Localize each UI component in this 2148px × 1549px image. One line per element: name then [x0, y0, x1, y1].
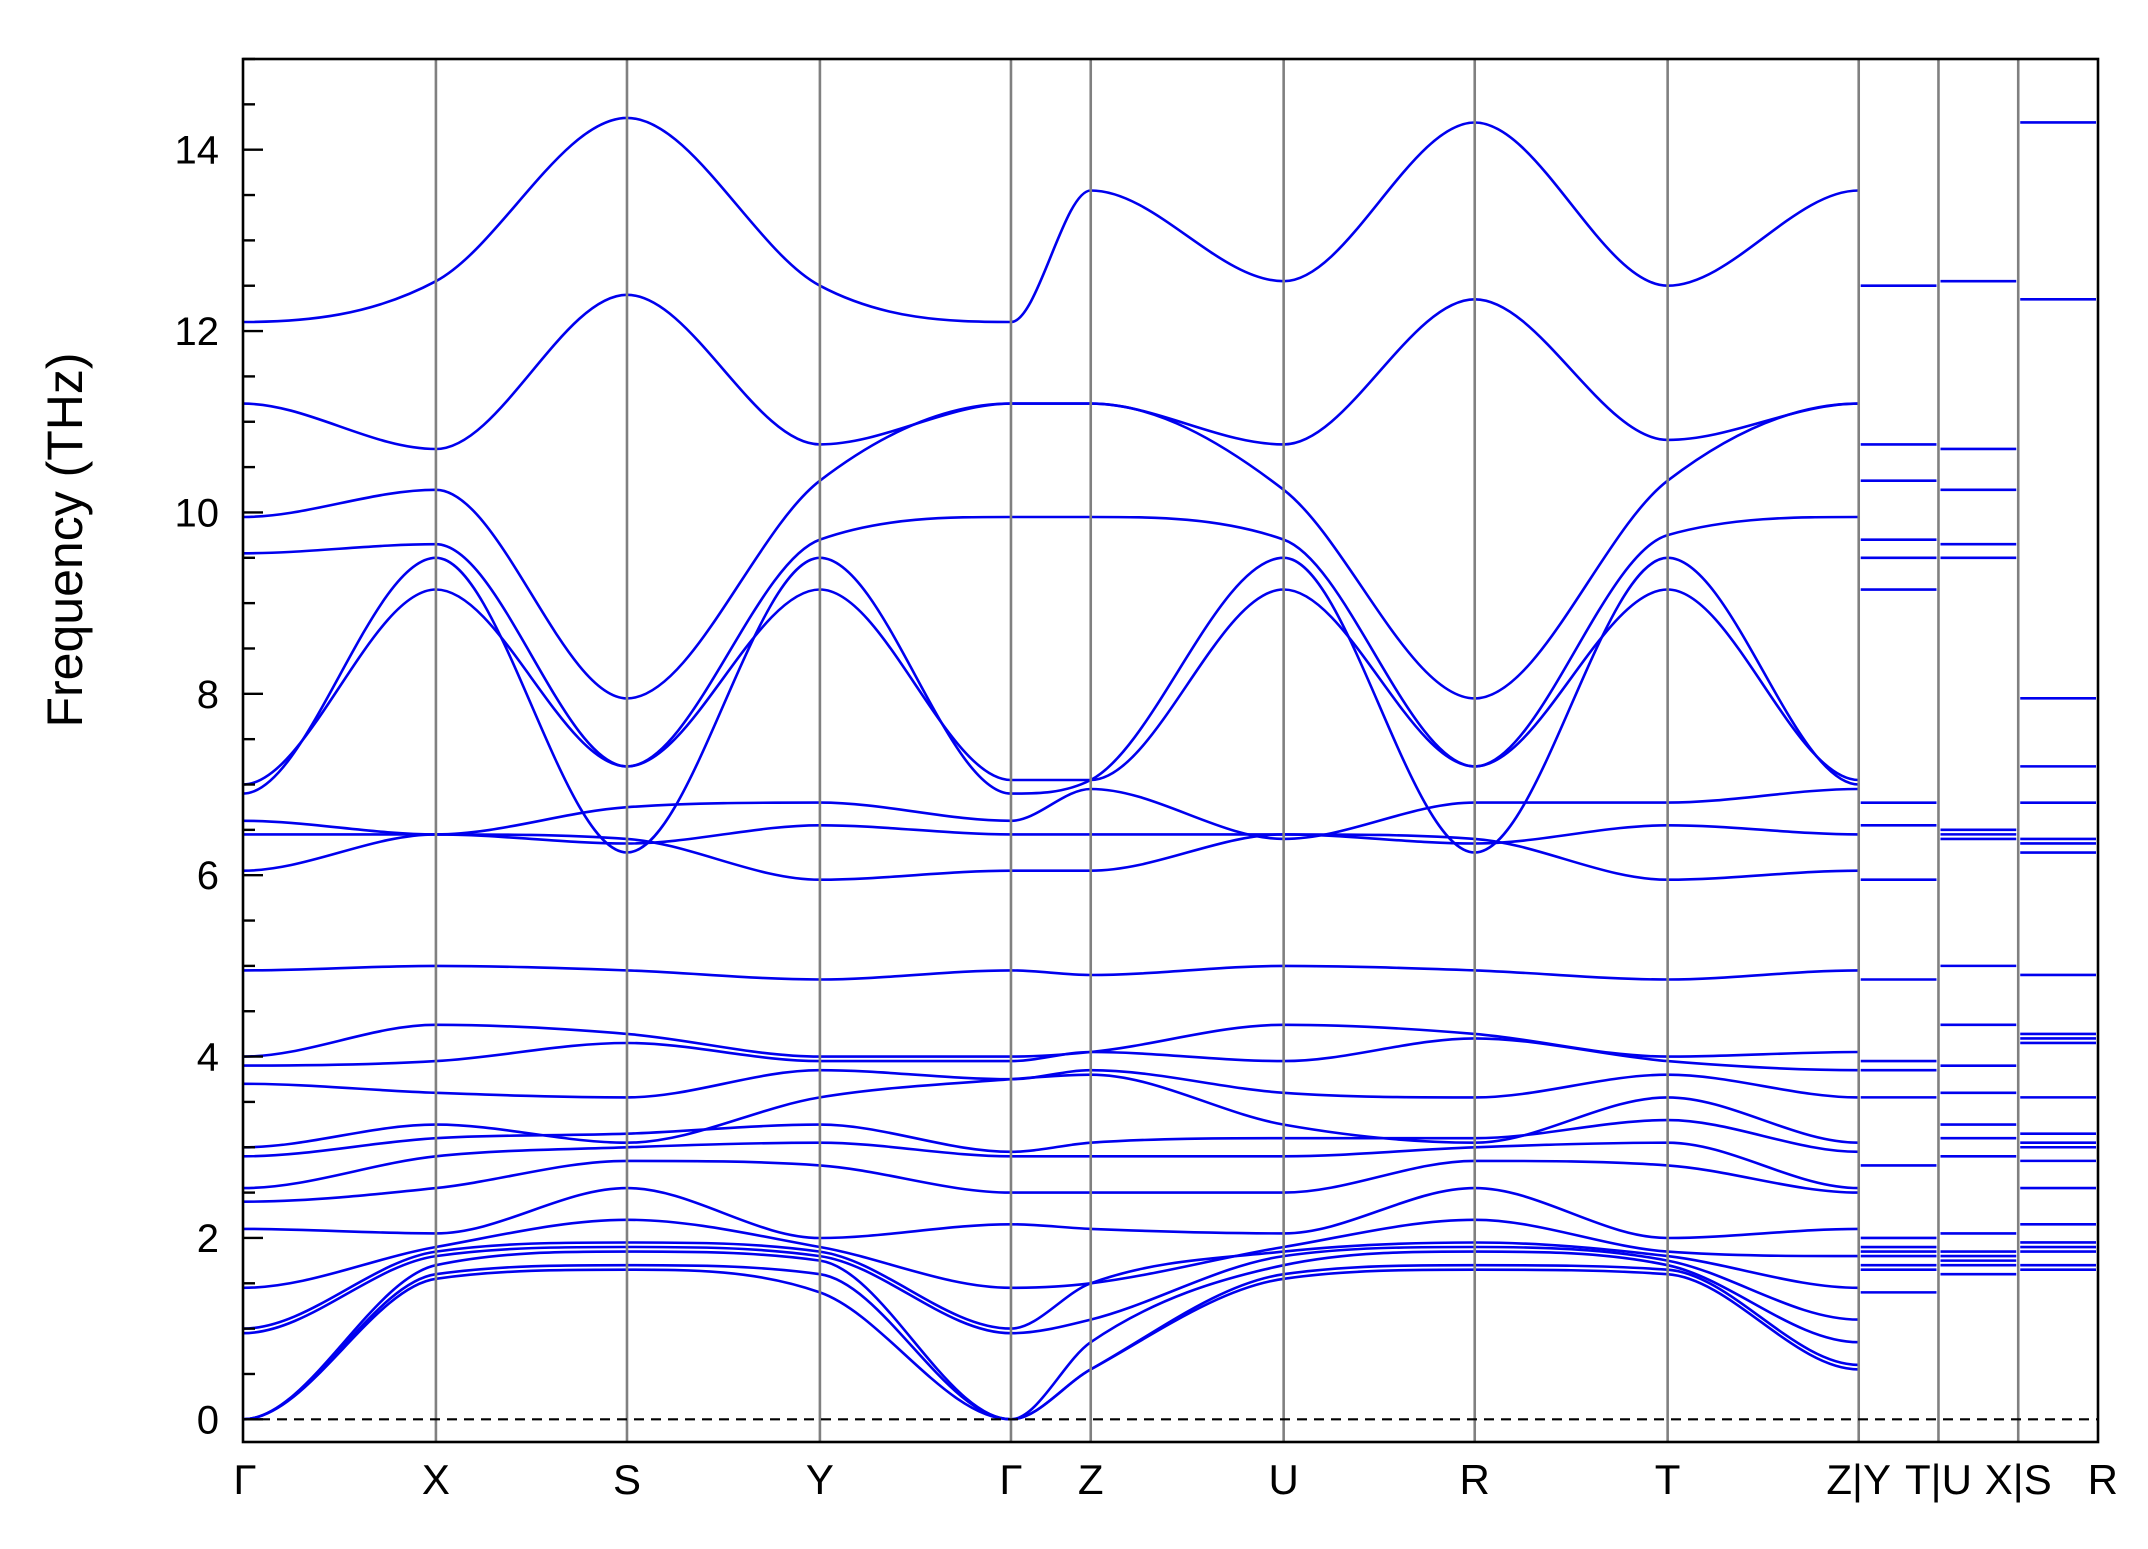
band-line-23: [242, 293, 1859, 451]
x-tick-label: T|U: [1905, 1456, 1972, 1503]
band-line-17: [243, 824, 1859, 845]
bands-layer: [242, 116, 1859, 1421]
x-tick-label: R: [1460, 1456, 1490, 1503]
flat-segment-bands: [1860, 121, 2096, 1294]
y-tick-label: 14: [175, 129, 220, 173]
y-tick-label: 12: [175, 310, 220, 354]
band-line-6: [242, 1218, 1859, 1290]
band-line-12: [242, 1068, 1859, 1099]
x-tick-labels: Γ X S Y Γ Z U R T Z|Y T|U X|S R: [233, 1456, 2118, 1503]
y-tick-label: 8: [197, 673, 219, 717]
band-line-15: [242, 964, 1859, 981]
x-tick-label: Z|Y: [1826, 1456, 1891, 1503]
band-line-9: [242, 1141, 1859, 1190]
band-line-5: [242, 1241, 1859, 1330]
band-line-20: [242, 588, 1859, 786]
y-axis-label: Frequency (THz): [37, 352, 93, 727]
x-tick-label: Y: [806, 1456, 834, 1503]
x-tick-label: Γ: [999, 1456, 1022, 1503]
band-line-3: [242, 1250, 1859, 1421]
band-line-24: [242, 116, 1859, 324]
y-tick-label: 10: [175, 491, 220, 535]
y-tick-label: 0: [197, 1398, 219, 1442]
x-tick-label: T: [1655, 1456, 1681, 1503]
plot-frame: [241, 57, 2100, 1444]
y-tick-label: 2: [197, 1217, 219, 1261]
x-tick-label: S: [613, 1456, 641, 1503]
band-line-21: [242, 515, 1859, 768]
y-tick-label: 6: [197, 854, 219, 898]
band-line-11: [242, 1073, 1859, 1149]
axes: [241, 57, 2100, 1444]
x-tick-label: X: [422, 1456, 450, 1503]
x-tick-label: R: [2088, 1456, 2118, 1503]
x-tick-label: Z: [1078, 1456, 1104, 1503]
band-line-18: [242, 787, 1859, 841]
band-line-8: [242, 1159, 1859, 1203]
band-line-19: [242, 556, 1859, 854]
band-line-10: [242, 1118, 1859, 1158]
y-tick-labels: 0 2 4 6 8 10 12 14: [175, 129, 220, 1443]
x-tick-label: U: [1268, 1456, 1298, 1503]
band-line-1: [242, 1268, 1859, 1421]
y-tick-label: 4: [197, 1036, 219, 1080]
band-line-14: [242, 1023, 1859, 1058]
x-tick-label: X|S: [1985, 1456, 2052, 1503]
band-line-2: [242, 1263, 1859, 1421]
band-line-4: [242, 1245, 1859, 1335]
band-line-16: [242, 833, 1859, 881]
band-line-22: [242, 402, 1859, 700]
high-symmetry-lines: [434, 59, 2020, 1442]
x-tick-label: Γ: [233, 1456, 256, 1503]
band-line-7: [242, 1186, 1859, 1240]
